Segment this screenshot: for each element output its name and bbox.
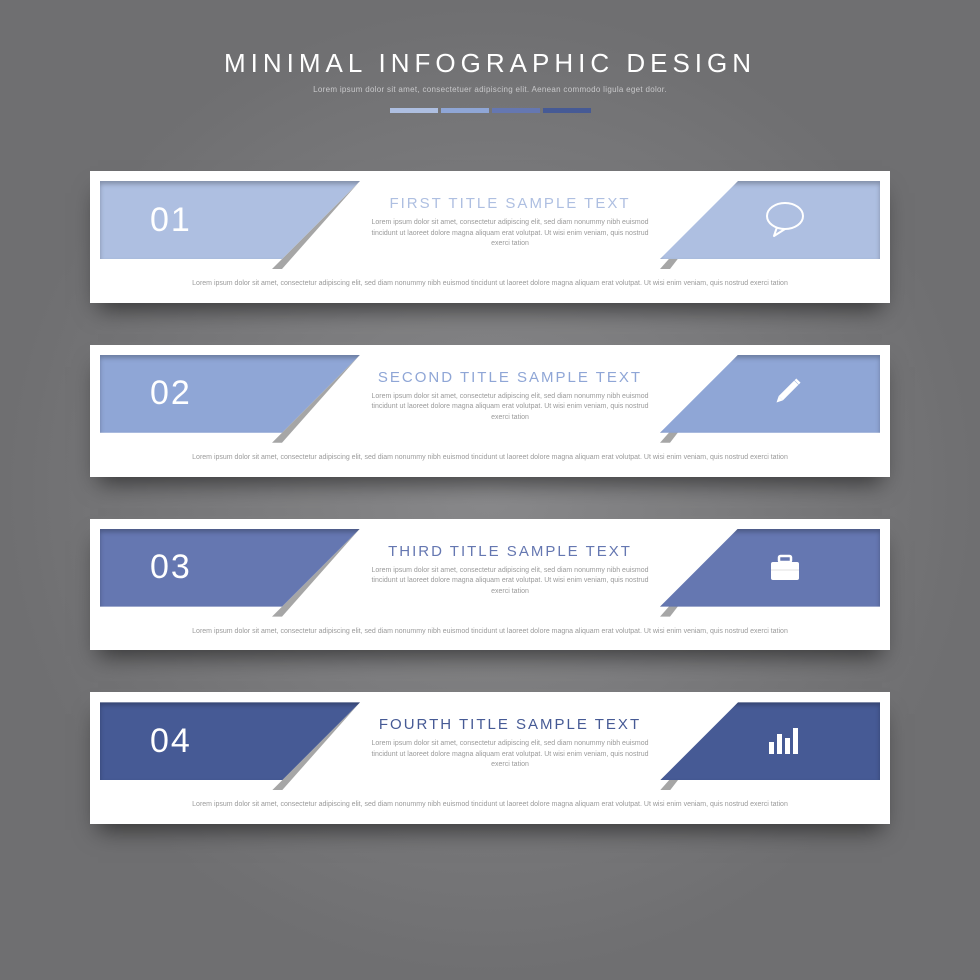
subtitle: Lorem ipsum dolor sit amet, consectetuer… [0, 85, 980, 94]
item-number: 01 [150, 201, 192, 240]
number-block: 03 [100, 529, 360, 607]
item-title: FIRST TITLE SAMPLE TEXT [360, 195, 660, 212]
main-title: MINIMAL INFOGRAPHIC DESIGN [0, 48, 980, 79]
banner-top: 01 FIRST TITLE SAMPLE TEXT Lorem ipsum d… [100, 181, 880, 271]
banner-top: 02 SECOND TITLE SAMPLE TEXT Lorem ipsum … [100, 355, 880, 445]
icon-block [660, 702, 880, 780]
header: MINIMAL INFOGRAPHIC DESIGN Lorem ipsum d… [0, 0, 980, 113]
item-description: Lorem ipsum dolor sit amet, consectetur … [360, 566, 660, 598]
banner-bottom-text: Lorem ipsum dolor sit amet, consectetur … [90, 792, 890, 824]
banner-bottom-text: Lorem ipsum dolor sit amet, consectetur … [90, 271, 890, 303]
chart-icon [765, 724, 805, 758]
item-description: Lorem ipsum dolor sit amet, consectetur … [360, 218, 660, 250]
pencil-icon [765, 374, 805, 414]
center-text: SECOND TITLE SAMPLE TEXT Lorem ipsum dol… [360, 355, 660, 433]
banner-item: 02 SECOND TITLE SAMPLE TEXT Lorem ipsum … [90, 345, 890, 477]
accent-bar [0, 108, 980, 113]
icon-block [660, 181, 880, 259]
number-block: 04 [100, 702, 360, 780]
icon-block [660, 355, 880, 433]
center-text: FIRST TITLE SAMPLE TEXT Lorem ipsum dolo… [360, 181, 660, 259]
briefcase-icon [765, 550, 805, 586]
speech-icon [763, 200, 807, 240]
item-number: 03 [150, 548, 192, 587]
banner-top: 03 THIRD TITLE SAMPLE TEXT Lorem ipsum d… [100, 529, 880, 619]
accent-segment [441, 108, 489, 113]
banner-bottom-text: Lorem ipsum dolor sit amet, consectetur … [90, 445, 890, 477]
accent-segment [390, 108, 438, 113]
banner-item: 01 FIRST TITLE SAMPLE TEXT Lorem ipsum d… [90, 171, 890, 303]
center-text: FOURTH TITLE SAMPLE TEXT Lorem ipsum dol… [360, 702, 660, 780]
item-title: FOURTH TITLE SAMPLE TEXT [360, 716, 660, 733]
center-text: THIRD TITLE SAMPLE TEXT Lorem ipsum dolo… [360, 529, 660, 607]
icon-block [660, 529, 880, 607]
number-block: 01 [100, 181, 360, 259]
accent-segment [543, 108, 591, 113]
banner-item: 04 FOURTH TITLE SAMPLE TEXT Lorem ipsum … [90, 692, 890, 824]
banner-bottom-text: Lorem ipsum dolor sit amet, consectetur … [90, 619, 890, 651]
item-number: 02 [150, 374, 192, 413]
item-number: 04 [150, 722, 192, 761]
number-block: 02 [100, 355, 360, 433]
item-title: THIRD TITLE SAMPLE TEXT [360, 543, 660, 560]
accent-segment [492, 108, 540, 113]
item-title: SECOND TITLE SAMPLE TEXT [360, 369, 660, 386]
item-description: Lorem ipsum dolor sit amet, consectetur … [360, 392, 660, 424]
banner-list: 01 FIRST TITLE SAMPLE TEXT Lorem ipsum d… [0, 171, 980, 824]
banner-item: 03 THIRD TITLE SAMPLE TEXT Lorem ipsum d… [90, 519, 890, 651]
item-description: Lorem ipsum dolor sit amet, consectetur … [360, 739, 660, 771]
banner-top: 04 FOURTH TITLE SAMPLE TEXT Lorem ipsum … [100, 702, 880, 792]
